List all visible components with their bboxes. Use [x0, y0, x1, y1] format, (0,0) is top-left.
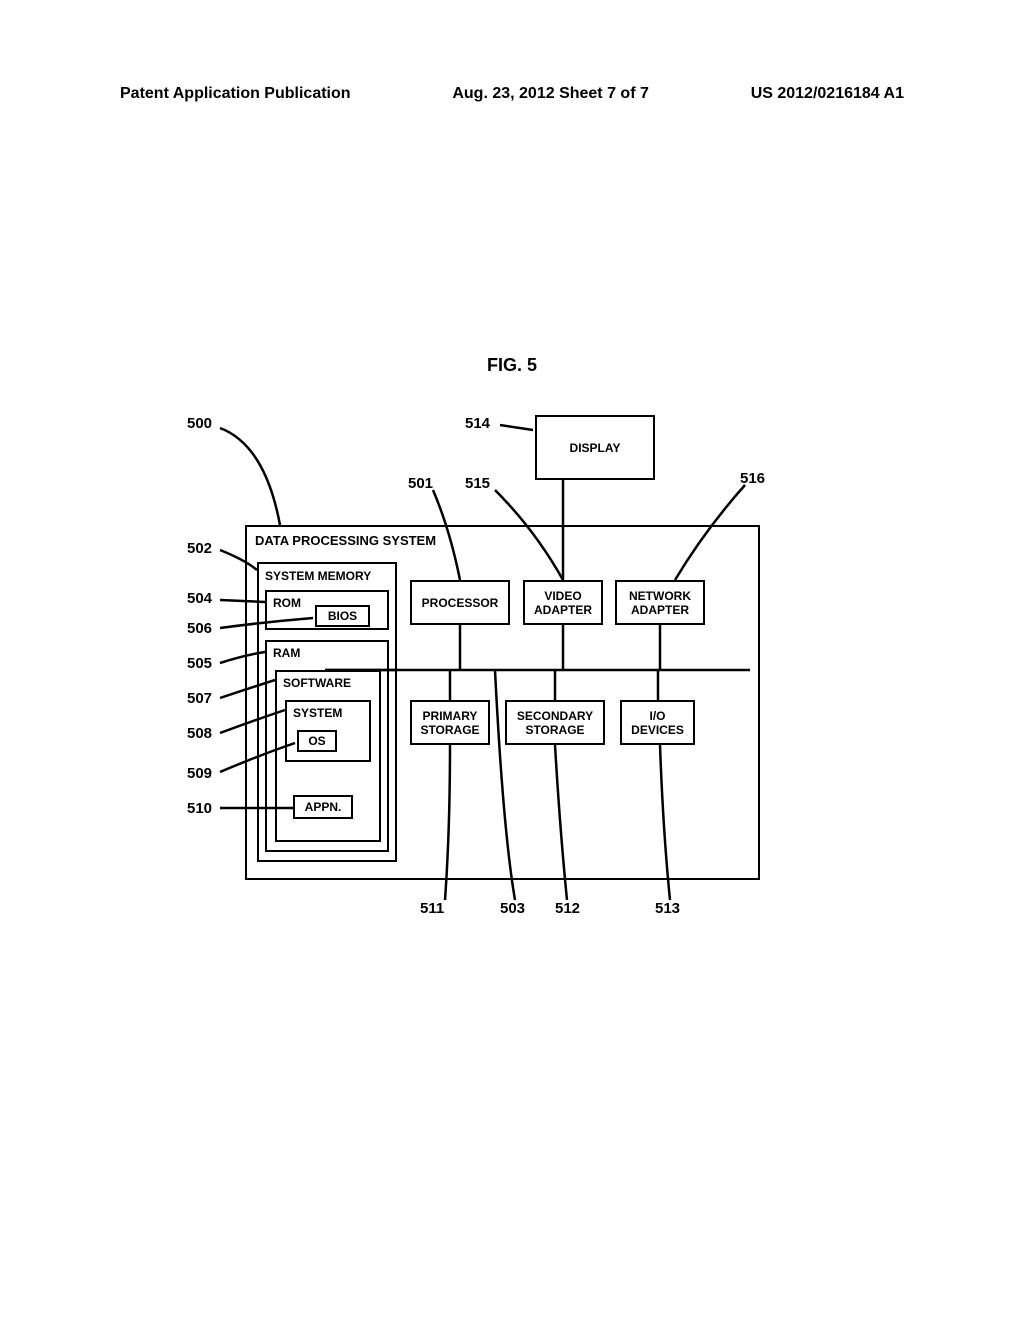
display-box: DISPLAY — [535, 415, 655, 480]
display-label: DISPLAY — [570, 441, 621, 455]
io-label: I/O DEVICES — [628, 709, 687, 737]
header-right: US 2012/0216184 A1 — [751, 85, 904, 103]
rom-label: ROM — [273, 596, 301, 610]
ram-label: RAM — [273, 646, 300, 660]
primary-box: PRIMARY STORAGE — [410, 700, 490, 745]
ref-506: 506 — [187, 620, 212, 637]
ref-508: 508 — [187, 725, 212, 742]
ref-504: 504 — [187, 590, 212, 607]
bios-box: BIOS — [315, 605, 370, 627]
dps-label: DATA PROCESSING SYSTEM — [255, 533, 436, 548]
bios-label: BIOS — [328, 609, 357, 623]
ref-501: 501 — [408, 475, 433, 492]
ref-511: 511 — [420, 900, 444, 917]
header-center: Aug. 23, 2012 Sheet 7 of 7 — [452, 85, 649, 103]
video-box: VIDEO ADAPTER — [523, 580, 603, 625]
ref-503: 503 — [500, 900, 525, 917]
secondary-box: SECONDARY STORAGE — [505, 700, 605, 745]
ref-507: 507 — [187, 690, 212, 707]
appn-box: APPN. — [293, 795, 353, 819]
ref-513: 513 — [655, 900, 680, 917]
ref-515: 515 — [465, 475, 490, 492]
os-label: OS — [308, 734, 325, 748]
ref-505: 505 — [187, 655, 212, 672]
ref-500: 500 — [187, 415, 212, 432]
primary-label: PRIMARY STORAGE — [418, 709, 482, 737]
network-label: NETWORK ADAPTER — [623, 589, 697, 617]
os-box: OS — [297, 730, 337, 752]
software-label: SOFTWARE — [283, 676, 351, 690]
sysmem-label: SYSTEM MEMORY — [265, 569, 371, 583]
processor-box: PROCESSOR — [410, 580, 510, 625]
system-label: SYSTEM — [293, 706, 342, 720]
page-header: Patent Application Publication Aug. 23, … — [0, 85, 1024, 103]
header-left: Patent Application Publication — [120, 85, 351, 103]
ref-502: 502 — [187, 540, 212, 557]
network-box: NETWORK ADAPTER — [615, 580, 705, 625]
secondary-label: SECONDARY STORAGE — [513, 709, 597, 737]
ref-512: 512 — [555, 900, 580, 917]
ref-516: 516 — [740, 470, 765, 487]
figure-title: FIG. 5 — [0, 355, 1024, 376]
processor-label: PROCESSOR — [422, 596, 499, 610]
ref-510: 510 — [187, 800, 212, 817]
appn-label: APPN. — [305, 800, 342, 814]
io-box: I/O DEVICES — [620, 700, 695, 745]
ref-514: 514 — [465, 415, 490, 432]
video-label: VIDEO ADAPTER — [531, 589, 595, 617]
diagram: DISPLAY DATA PROCESSING SYSTEM SYSTEM ME… — [175, 410, 855, 940]
ref-509: 509 — [187, 765, 212, 782]
